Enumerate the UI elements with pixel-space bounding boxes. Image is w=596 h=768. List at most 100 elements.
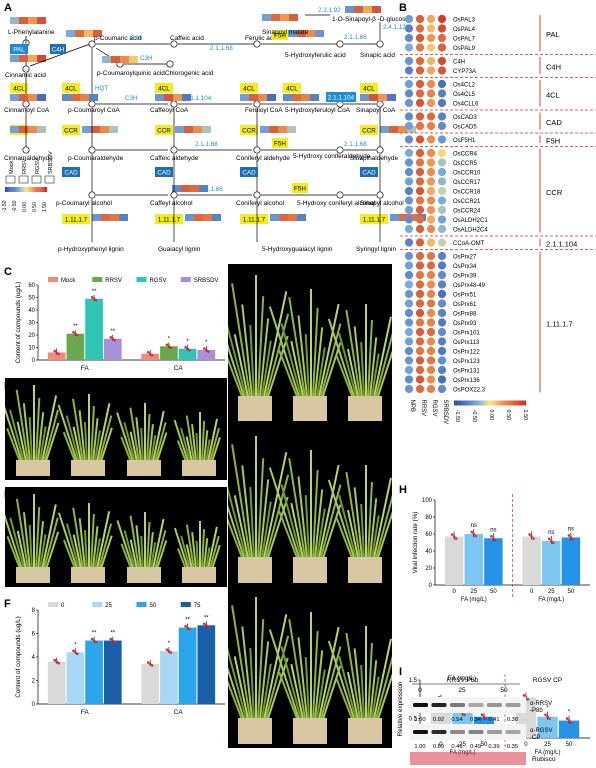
heat-cell [28,126,37,133]
data-point [547,537,551,541]
heat-dot [404,43,414,52]
blot-membrane [410,697,526,713]
enzyme-4cl-5-box [283,83,301,93]
heat-cell [92,214,101,221]
heat-dot [404,215,414,224]
heat-dot [415,167,425,177]
column-label: SRBSDV [442,400,448,425]
legend-grad [10,187,12,192]
plant-shoot [255,597,258,719]
data-point [94,298,98,302]
heat-scale [520,400,522,406]
compound-sinapic: Sinapic acid [360,52,395,59]
gene-label: OsPrx93 [453,321,477,327]
legend-label: 50 [150,603,157,609]
legend-grad [11,187,13,192]
x-tick-label: 50 [481,742,488,748]
heat-f5h-1 [288,30,324,37]
data-point [532,537,535,540]
enzyme-f5h-2-box [272,138,288,148]
enzyme-ccr-2-box [62,125,80,135]
panel-label-f: F [4,598,11,610]
heat-dot [437,318,447,327]
heat-dot [437,337,447,346]
y-tick-label: 60 [28,283,35,289]
node-sinapinald [376,146,384,154]
enzyme-4cl-1: 4CL [13,86,25,93]
loading-control-label: Rubisco [532,756,556,763]
data-point [474,534,478,538]
heat-scale [497,400,499,406]
heat-dot [426,318,436,327]
significance-mark: ** [73,324,78,330]
heat-dot [437,308,447,318]
legend-grad [32,187,34,192]
enzyme-f5h-1-box [272,30,288,40]
heat-cad-1 [172,185,208,192]
gene-label: CCoA-OMT [453,241,485,247]
heat-dot [404,280,414,289]
heat-dot [404,89,414,98]
data-point [150,664,154,667]
data-point [53,658,56,662]
compound-pcoumalc: p-Coumaryl alcohol [56,200,113,207]
blot-band [431,730,447,734]
enzyme-21168-3: 2.1.1.68 [195,141,218,148]
heat-dot [426,280,436,289]
compound-feruloylcoa: Feruloyl CoA [245,107,283,114]
heat-ccr-5 [380,126,416,133]
group-label: CCR [546,188,563,197]
enzyme-21168-1: 2.1.1.68 [210,45,233,52]
compound-pcoum: p-Coumaric acid [94,35,142,42]
heat-cell [372,6,381,13]
blot-quant-value: 0.39 [488,744,499,750]
heat-dot [404,205,414,215]
heat-cell [101,214,110,221]
heat-dot [415,14,425,24]
root-base [293,395,327,422]
gene-label: OsCCR5 [453,161,478,167]
heat-cell [297,30,306,37]
heat-dot [426,135,436,144]
compound-sinapylalc: Sinapyl alcohol [360,200,404,207]
data-point [490,534,493,538]
legend-grad [6,187,8,192]
blot-band [450,730,465,734]
compound-coniferald: Coniferyl aldehyde [236,155,290,162]
heat-cell [315,30,324,37]
heat-ccr-1 [10,126,46,133]
enzyme-21168-2: 2.1.1.68 [344,34,367,41]
enzyme-111-2: 1.11.1.7 [158,217,181,224]
heat-dot [426,186,436,196]
bar-rrsv-ca [160,346,178,360]
heat-dot [426,112,436,121]
heat-dot [415,196,425,205]
heat-dot [437,289,447,299]
legend-grad [9,187,11,192]
node-coniferylalc [253,191,261,199]
data-point [146,350,150,354]
heat-dot [426,158,436,167]
legend-swatch-2 [31,175,42,184]
heat-cell [389,126,398,133]
legend-grad [34,187,36,192]
data-point [90,295,94,299]
heat-dot [426,337,436,346]
heat-dot [415,375,425,384]
legend-swatch [92,602,103,607]
y-tick-label: 0 [32,702,36,708]
blot-band [450,703,465,707]
y-tick-label: 30 [28,321,35,327]
data-point [452,535,456,538]
x-tick-label: 25 [548,589,555,595]
gene-label: OsCCR10 [453,170,481,176]
heat-dot [404,327,414,337]
heat-dot [415,365,425,375]
enzyme-cad-1: CAD [64,170,78,177]
legend-grad [17,187,19,192]
data-point [470,530,474,534]
heat-dot [404,33,414,43]
heat-dot [404,356,414,365]
enzyme-c3h-3: C3H [125,95,138,102]
data-point [548,717,551,721]
